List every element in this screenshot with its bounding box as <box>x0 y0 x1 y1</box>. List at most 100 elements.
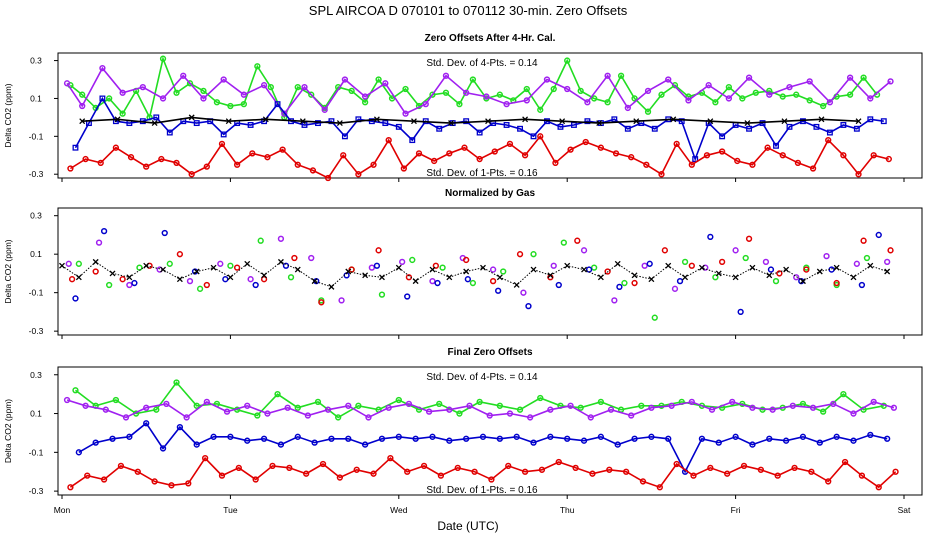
data-point <box>269 462 276 470</box>
data-point <box>338 297 345 304</box>
data-point <box>436 125 443 132</box>
data-point <box>739 95 746 102</box>
data-point <box>745 235 753 242</box>
data-point <box>186 80 194 87</box>
data-point <box>92 258 99 265</box>
data-point <box>564 435 571 442</box>
data-point <box>446 437 453 444</box>
series-purple <box>63 396 898 421</box>
series-green <box>72 379 887 421</box>
data-point <box>159 95 167 102</box>
data-point <box>382 120 389 127</box>
data-point <box>264 154 271 161</box>
data-point <box>698 435 706 442</box>
data-point <box>611 297 618 304</box>
data-point <box>782 437 790 444</box>
data-point <box>729 398 736 406</box>
data-point <box>227 102 234 110</box>
data-point <box>166 129 173 136</box>
data-point <box>442 72 450 79</box>
data-point <box>617 72 625 79</box>
data-point <box>496 435 503 442</box>
data-point <box>404 468 411 475</box>
data-point <box>764 144 771 151</box>
data-point <box>590 264 598 271</box>
data-point <box>126 433 133 440</box>
data-point <box>153 406 160 413</box>
data-point <box>631 95 638 102</box>
data-point <box>395 433 402 440</box>
data-point <box>218 472 226 479</box>
data-point <box>294 404 301 411</box>
data-point <box>227 262 234 269</box>
data-point <box>622 468 630 475</box>
data-point <box>400 165 408 172</box>
data-point <box>117 462 125 470</box>
data-point <box>818 116 825 123</box>
series-black <box>59 258 891 290</box>
series-red <box>68 235 894 306</box>
data-point <box>597 274 604 281</box>
data-point <box>176 251 184 258</box>
data-point <box>833 279 840 287</box>
data-point <box>309 167 317 174</box>
data-point <box>409 137 416 144</box>
data-point <box>557 123 564 130</box>
data-point <box>658 91 665 98</box>
data-point <box>816 268 823 275</box>
data-point <box>99 65 106 72</box>
data-point <box>537 106 544 113</box>
data-point <box>476 398 483 406</box>
data-point <box>712 274 719 281</box>
series-line-green <box>75 381 884 419</box>
data-point <box>382 80 389 87</box>
series-purple <box>63 65 894 117</box>
data-point <box>385 404 392 411</box>
data-point <box>840 391 847 398</box>
data-point <box>702 264 709 271</box>
data-point <box>252 281 259 289</box>
x-tick-label: Mon <box>54 505 71 515</box>
data-point <box>463 268 470 275</box>
data-point <box>432 262 439 269</box>
data-point <box>395 264 402 271</box>
series-line-blue <box>78 422 888 474</box>
data-point <box>757 466 765 473</box>
data-point <box>503 122 510 128</box>
data-point <box>355 171 362 178</box>
data-point <box>488 476 495 483</box>
data-point <box>233 264 241 271</box>
data-point <box>769 406 776 413</box>
data-point <box>850 437 857 444</box>
data-point <box>436 400 443 407</box>
data-point <box>530 266 537 273</box>
data-point <box>420 462 428 470</box>
data-point <box>577 87 584 95</box>
data-point <box>114 116 121 123</box>
data-point <box>456 100 463 108</box>
data-point <box>188 114 195 121</box>
data-point <box>633 118 640 125</box>
data-point <box>203 398 210 406</box>
y-tick-label: -0.1 <box>29 131 44 141</box>
data-point <box>412 278 419 285</box>
data-point <box>284 404 291 411</box>
data-point <box>776 270 783 277</box>
data-point <box>489 277 497 285</box>
data-point <box>159 55 167 62</box>
x-tick-label: Thu <box>560 505 575 515</box>
data-point <box>59 262 65 269</box>
data-point <box>143 420 150 427</box>
x-tick-label: Sat <box>898 505 911 515</box>
data-point <box>387 455 394 462</box>
data-point <box>79 91 86 98</box>
data-point <box>193 402 200 409</box>
data-point <box>820 102 827 110</box>
y-axis-label: Delta CO2 (ppm) <box>3 239 13 303</box>
series-line-blue <box>74 96 884 162</box>
data-point <box>705 82 712 89</box>
data-point <box>131 279 138 287</box>
series-line-black <box>82 116 859 124</box>
y-tick-label: 0.3 <box>30 211 42 221</box>
data-point <box>82 402 89 409</box>
